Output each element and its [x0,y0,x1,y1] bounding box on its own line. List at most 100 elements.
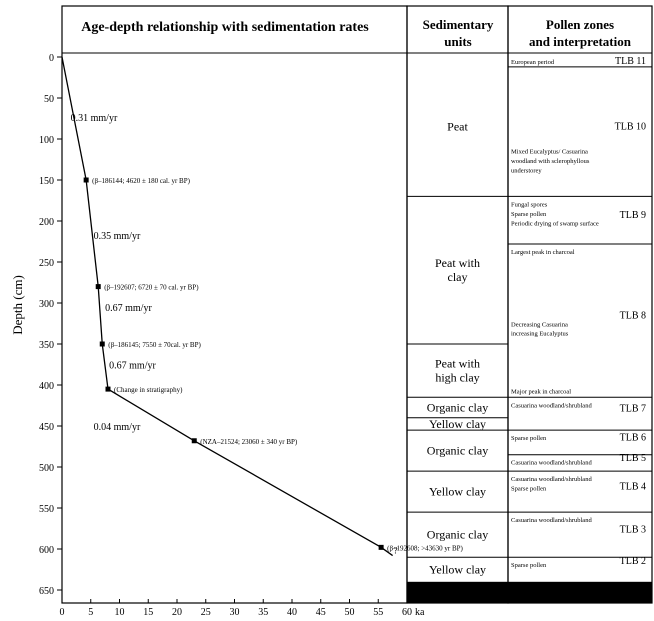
zone-note: Sparse pollen [511,211,547,218]
zone-note: Largest peak in charcoal [511,249,575,256]
unit-label: Organic clay [427,401,488,415]
y-tick-label: 250 [39,258,54,269]
rate-label: 0.67 mm/yr [105,303,152,314]
x-tick-label: 15 [143,607,153,618]
zone-name: TLB 5 [620,453,646,464]
y-tick-label: 600 [39,545,54,556]
unit-label: Peat with [435,256,480,270]
x-tick-label: 35 [258,607,268,618]
date-label: (β–192607; 6720 ± 70 cal. yr BP) [104,284,199,292]
zone-note: woodland with sclerophyllous [511,158,590,165]
zone-note: European period [511,59,555,66]
chart-title: Age-depth relationship with sedimentatio… [81,20,369,35]
unit-label: Peat [447,120,468,134]
y-tick-label: 450 [39,422,54,433]
pollen-zones: TLB 11 European period TLB 10 Mixed Eucalyp… [508,56,652,569]
x-tick-label: 25 [201,607,211,618]
zone-name: TLB 6 [620,432,646,443]
zone-note: Periodic drying of swamp surface [511,220,599,227]
date-label: (β–186145; 7550 ± 70cal. yr BP) [108,341,201,349]
zone-note: Mixed Eucalyptus/ Casuarina [511,149,588,156]
date-marker [95,284,101,290]
unit-label: clay [448,270,468,284]
y-tick-label: 150 [39,176,54,187]
y-tick-label: 350 [39,340,54,351]
x-tick-label: 55 [373,607,383,618]
age-depth-line [61,56,394,557]
x-tick-label: 5 [88,607,93,618]
end-marker-label: ? [394,546,398,556]
zone-note: Sparse pollen [511,435,547,442]
unit-label: Yellow clay [429,485,486,499]
x-tick-label: 60 [402,607,412,618]
y-tick-label: 50 [44,94,54,105]
zone-name: TLB 9 [620,210,646,221]
zone-note: increasing Eucalyptus [511,331,569,338]
rate-label: 0.35 mm/yr [94,231,141,242]
unit-label: Organic clay [427,528,488,542]
zone-note: Casuarina woodland/shrubland [511,460,592,467]
y-tick-label: 200 [39,217,54,228]
zone-name: TLB 10 [615,122,646,133]
zone-note: Major peak in charcoal [511,388,571,395]
y-tick-label: 100 [39,135,54,146]
pollen-title-2: and interpretation [529,34,632,49]
rate-label: 0.04 mm/yr [94,422,141,433]
zone-note: understorey [511,168,542,175]
date-marker [105,386,111,392]
rate-label: 0.67 mm/yr [109,361,156,372]
unit-label: Yellow clay [429,563,486,577]
date-marker [191,438,197,444]
x-tick-label: 10 [115,607,125,618]
zone-note: Casuarina woodland/shrubland [511,517,592,524]
zone-note: Decreasing Casuarina [511,322,568,329]
basal-bar [407,581,652,603]
pollen-panel-frame [507,5,653,604]
date-label: (β–192608; >43630 yr BP) [387,544,463,552]
zone-name: TLB 11 [615,56,646,67]
y-tick-label: 300 [39,299,54,310]
zone-note: Sparse pollen [511,562,547,569]
x-tick-label: 50 [345,607,355,618]
date-label: (Change in stratigraphy) [114,386,183,394]
unit-label: high clay [435,371,479,385]
unit-label: Organic clay [427,444,488,458]
units-title-2: units [444,34,471,49]
x-tick-label: 0 [60,607,65,618]
units-title-1: Sedimentary [423,17,494,32]
zone-note: Casuarina woodland/shrubland [511,402,592,409]
y-tick-label: 550 [39,504,54,515]
pollen-title-1: Pollen zones [546,17,614,32]
y-tick-label: 0 [49,53,54,64]
plot-area: (β–186144; 4620 ± 180 cal. yr BP) (β–1926… [61,56,464,557]
date-marker [99,341,105,347]
x-tick-label: 45 [316,607,326,618]
rate-label: 0.31 mm/yr [71,113,118,124]
zone-name: TLB 4 [620,482,646,493]
date-label: (NZA–21524; 23060 ± 340 yr BP) [200,438,298,446]
y-tick-label: 650 [39,586,54,597]
x-tick-label: 20 [172,607,182,618]
y-axis: 0 50 100 150 200 250 300 350 400 450 500 550 600 650 [39,53,62,597]
unit-label: Yellow clay [429,417,486,431]
zone-note: Fungal spores [511,201,548,208]
date-label: (β–186144; 4620 ± 180 cal. yr BP) [92,177,190,185]
date-marker [378,544,384,550]
x-tick-label: 30 [230,607,240,618]
x-axis-unit: ka [415,607,425,618]
zone-name: TLB 8 [620,311,646,322]
zone-note: Casuarina woodland/shrubland [511,476,592,483]
zone-note: Sparse pollen [511,486,547,493]
unit-label: Peat with [435,357,480,371]
y-tick-label: 500 [39,463,54,474]
y-axis-label: Depth (cm) [10,275,25,335]
units-panel-frame [406,5,509,604]
zone-name: TLB 7 [620,404,646,415]
zone-name: TLB 2 [620,556,646,567]
x-tick-label: 40 [287,607,297,618]
x-axis: 0 5 10 15 20 25 30 35 40 45 50 55 60 [60,599,412,618]
date-marker [83,177,89,183]
zone-name: TLB 3 [620,525,646,536]
